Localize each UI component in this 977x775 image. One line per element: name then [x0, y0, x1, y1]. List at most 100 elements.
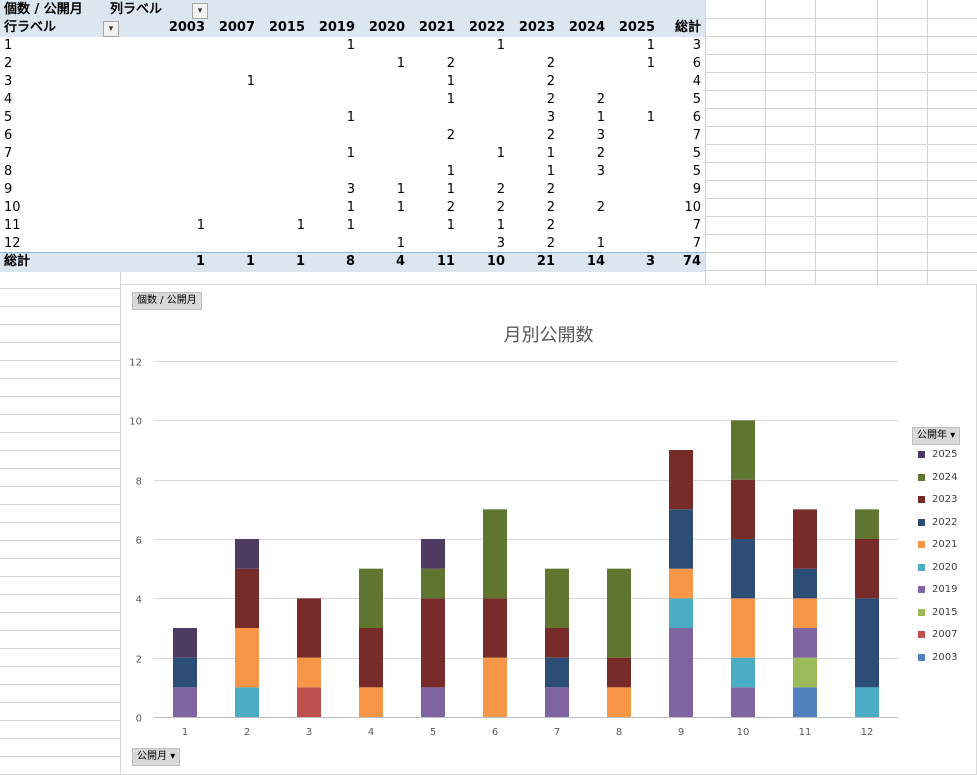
- pivot-cell[interactable]: 1: [446, 218, 455, 233]
- pivot-cell[interactable]: 1: [346, 110, 355, 125]
- pivot-cell[interactable]: 1: [446, 74, 455, 89]
- pivot-cell[interactable]: 2: [546, 56, 555, 71]
- pivot-grand-total-label[interactable]: 総計: [4, 254, 31, 269]
- pivot-cell[interactable]: 2: [496, 182, 505, 197]
- pivot-cell[interactable]: 2: [546, 218, 555, 233]
- pivot-cell[interactable]: 2: [446, 56, 455, 71]
- pivot-year-header[interactable]: 2007: [218, 20, 255, 35]
- pivot-cell[interactable]: 2: [596, 146, 605, 161]
- pivot-row-total[interactable]: 9: [692, 182, 701, 197]
- pivot-cell[interactable]: 2: [546, 182, 555, 197]
- pivot-grand-total[interactable]: 74: [682, 254, 701, 269]
- pivot-row-month[interactable]: 6: [4, 128, 13, 143]
- pivot-cell[interactable]: 1: [496, 218, 505, 233]
- column-filter-icon[interactable]: ▾: [192, 3, 208, 19]
- pivot-row-total[interactable]: 3: [692, 38, 701, 53]
- pivot-cell[interactable]: 1: [346, 218, 355, 233]
- pivot-grand-total-cell[interactable]: 11: [436, 254, 455, 269]
- pivot-cell[interactable]: 1: [346, 200, 355, 215]
- pivot-cell[interactable]: 2: [546, 236, 555, 251]
- pivot-cell[interactable]: 2: [546, 200, 555, 215]
- pivot-cell[interactable]: 1: [246, 74, 255, 89]
- pivot-row-total[interactable]: 4: [692, 74, 701, 89]
- pivot-row-total[interactable]: 5: [692, 164, 701, 179]
- pivot-cell[interactable]: 3: [596, 128, 605, 143]
- pivot-grand-total-cell[interactable]: 3: [645, 254, 655, 269]
- pivot-row-month[interactable]: 7: [4, 146, 13, 161]
- pivot-cell[interactable]: 1: [396, 56, 405, 71]
- pivot-column-label[interactable]: 列ラベル: [110, 2, 163, 17]
- pivot-cell[interactable]: 1: [546, 164, 555, 179]
- pivot-grand-total-cell[interactable]: 4: [395, 254, 405, 269]
- pivot-cell[interactable]: 2: [446, 200, 455, 215]
- pivot-row-month[interactable]: 10: [4, 200, 21, 215]
- pivot-row-total[interactable]: 7: [692, 128, 701, 143]
- pivot-cell[interactable]: 1: [196, 218, 205, 233]
- pivot-cell[interactable]: 3: [346, 182, 355, 197]
- pivot-year-header[interactable]: 2025: [618, 20, 655, 35]
- pivot-year-header[interactable]: 2021: [418, 20, 455, 35]
- pivot-cell[interactable]: 1: [546, 146, 555, 161]
- pivot-year-header[interactable]: 2023: [518, 20, 555, 35]
- pivot-cell[interactable]: 1: [446, 164, 455, 179]
- pivot-row-month[interactable]: 2: [4, 56, 13, 71]
- pivot-row-month[interactable]: 1: [4, 38, 13, 53]
- pivot-grand-total-cell[interactable]: 10: [486, 254, 505, 269]
- pivot-cell[interactable]: 2: [546, 92, 555, 107]
- pivot-cell[interactable]: 1: [646, 56, 655, 71]
- values-field-button[interactable]: 個数 / 公開月: [132, 292, 202, 310]
- pivot-cell[interactable]: 1: [396, 182, 405, 197]
- pivot-cell[interactable]: 1: [396, 236, 405, 251]
- pivot-row-month[interactable]: 11: [4, 218, 21, 233]
- pivot-grand-total-cell[interactable]: 1: [195, 254, 205, 269]
- pivot-cell[interactable]: 3: [546, 110, 555, 125]
- pivot-row-month[interactable]: 9: [4, 182, 13, 197]
- pivot-year-header[interactable]: 2015: [268, 20, 305, 35]
- pivot-row-total[interactable]: 6: [692, 110, 701, 125]
- pivot-year-header[interactable]: 2019: [318, 20, 355, 35]
- pivot-cell[interactable]: 1: [446, 182, 455, 197]
- pivot-row-month[interactable]: 4: [4, 92, 13, 107]
- pivot-cell[interactable]: 1: [646, 110, 655, 125]
- pivot-year-header[interactable]: 2022: [468, 20, 505, 35]
- pivot-cell[interactable]: 2: [546, 128, 555, 143]
- row-filter-icon[interactable]: ▾: [103, 21, 119, 37]
- pivot-year-header[interactable]: 2020: [368, 20, 405, 35]
- pivot-cell[interactable]: 2: [446, 128, 455, 143]
- pivot-cell[interactable]: 2: [546, 74, 555, 89]
- pivot-grand-total-cell[interactable]: 1: [295, 254, 305, 269]
- pivot-cell[interactable]: 1: [396, 200, 405, 215]
- pivot-cell[interactable]: 1: [646, 38, 655, 53]
- pivot-cell[interactable]: 2: [596, 92, 605, 107]
- pivot-value-field[interactable]: 個数 / 公開月: [4, 2, 83, 17]
- pivot-cell[interactable]: 1: [596, 236, 605, 251]
- legend-field-button[interactable]: 公開年 ▾: [912, 427, 961, 445]
- pivot-row-total[interactable]: 6: [692, 56, 701, 71]
- pivot-cell[interactable]: 1: [346, 146, 355, 161]
- pivot-row-label[interactable]: 行ラベル: [4, 20, 57, 35]
- pivot-row-total[interactable]: 5: [692, 146, 701, 161]
- axis-field-button[interactable]: 公開月 ▾: [132, 748, 181, 766]
- pivot-grand-total-cell[interactable]: 21: [536, 254, 555, 269]
- pivot-row-month[interactable]: 12: [4, 236, 21, 251]
- pivot-row-total[interactable]: 5: [692, 92, 701, 107]
- pivot-cell[interactable]: 1: [296, 218, 305, 233]
- pivot-total-header[interactable]: 総計: [674, 20, 701, 35]
- pivot-row-total[interactable]: 7: [692, 218, 701, 233]
- pivot-cell[interactable]: 2: [596, 200, 605, 215]
- pivot-cell[interactable]: 3: [496, 236, 505, 251]
- pivot-cell[interactable]: 1: [346, 38, 355, 53]
- pivot-grand-total-cell[interactable]: 14: [586, 254, 605, 269]
- pivot-year-header[interactable]: 2003: [168, 20, 205, 35]
- pivot-cell[interactable]: 1: [596, 110, 605, 125]
- pivot-table[interactable]: 個数 / 公開月 列ラベル ▾ 行ラベル ▾ 2003 2007 2015 2019 2…: [0, 0, 705, 272]
- pivot-cell[interactable]: 3: [596, 164, 605, 179]
- pivot-row-month[interactable]: 8: [4, 164, 13, 179]
- pivot-cell[interactable]: 1: [496, 146, 505, 161]
- pivot-row-month[interactable]: 5: [4, 110, 13, 125]
- pivot-cell[interactable]: 1: [496, 38, 505, 53]
- pivot-grand-total-cell[interactable]: 8: [345, 254, 355, 269]
- pivot-year-header[interactable]: 2024: [568, 20, 605, 35]
- pivot-row-total[interactable]: 10: [684, 200, 701, 215]
- pivot-row-total[interactable]: 7: [692, 236, 701, 251]
